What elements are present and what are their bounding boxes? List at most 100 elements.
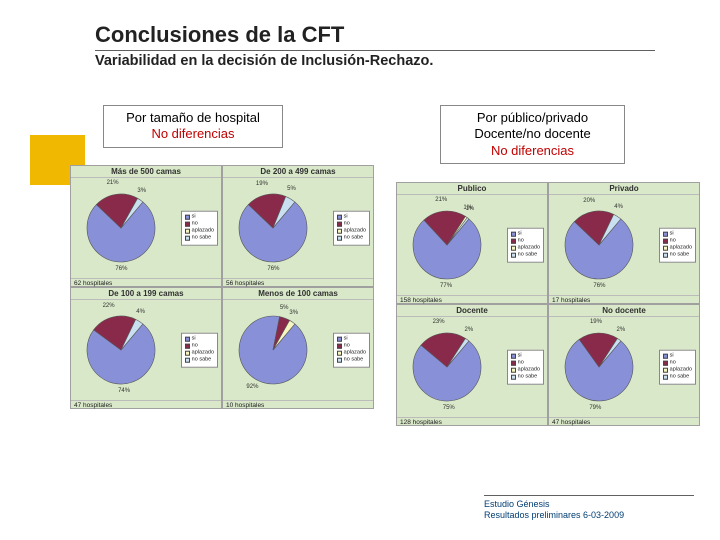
legend-row: no [663,360,692,367]
legend-swatch [663,361,668,366]
callout-left: Por tamaño de hospital No diferencias [103,105,283,148]
slice-label: 92% [246,384,258,390]
legend-swatch [185,344,190,349]
legend-label: aplazado [670,367,692,374]
legend: sinoaplazadono sabe [507,350,544,385]
legend-label: no sabe [670,374,690,381]
legend-row: si [511,353,540,360]
callout-right-nodif: No diferencias [449,143,616,159]
slice-label: 76% [267,266,279,272]
legend: sinoaplazadono sabe [181,333,218,368]
legend-label: no [670,238,676,245]
pie-panel: Más de 500 camas76%21%3%sinoaplazadono s… [70,165,222,287]
panel-title: Menos de 100 camas [223,288,373,300]
legend-swatch [663,239,668,244]
legend-row: no sabe [185,357,214,364]
legend-swatch [185,215,190,220]
slice-label: 22% [103,303,115,309]
legend-label: si [344,214,348,221]
legend-swatch [337,337,342,342]
callout-left-line1: Por tamaño de hospital [112,110,274,126]
slice-label: 75% [443,405,455,411]
legend-label: si [192,336,196,343]
legend-row: no sabe [663,374,692,381]
legend-swatch [185,222,190,227]
legend-label: no sabe [192,357,212,364]
legend-swatch [337,351,342,356]
callout-left-nodif: No diferencias [112,126,274,142]
panel-title: No docente [549,305,699,317]
legend-row: no sabe [185,235,214,242]
legend-swatch [337,222,342,227]
legend-label: si [518,353,522,360]
legend: sinoaplazadono sabe [181,211,218,246]
legend-label: si [518,231,522,238]
slice-label: 4% [614,204,623,210]
legend: sinoaplazadono sabe [333,211,370,246]
legend-row: no sabe [511,252,540,259]
legend-label: no [670,360,676,367]
legend-swatch [337,358,342,363]
slice-label: 74% [118,388,130,394]
legend-swatch [185,229,190,234]
slice-label: 1% [466,206,475,212]
legend-row: aplazado [337,228,366,235]
callout-right: Por público/privado Docente/no docente N… [440,105,625,164]
slice-label: 21% [435,197,447,203]
slice-label: 79% [589,405,601,411]
pie-area: 79%19%2%sinoaplazadono sabe [549,317,699,417]
legend-swatch [663,375,668,380]
slice-label: 23% [433,319,445,325]
legend-row: si [185,214,214,221]
panel-footer: 47 hospitales [549,417,699,427]
pie-panel: Menos de 100 camas92%5%3%sinoaplazadono … [222,287,374,409]
pie-panel: Privado76%20%4%sinoaplazadono sabe17 hos… [548,182,700,304]
panel-footer: 128 hospitales [397,417,547,427]
legend-label: aplazado [344,228,366,235]
legend-label: aplazado [192,228,214,235]
pie-area: 74% 22% 4% sinoaplazadono sabe [71,300,221,400]
legend-swatch [511,253,516,258]
legend-row: no [511,238,540,245]
legend-swatch [511,246,516,251]
legend-row: no [185,221,214,228]
slice-label: 19% [590,319,602,325]
footer-note: Estudio Génesis Resultados preliminares … [484,495,694,522]
slice-label: 4% [136,309,145,315]
legend: sinoaplazadono sabe [659,350,696,385]
pie-area: 76%20%4%sinoaplazadono sabe [549,195,699,295]
legend-swatch [185,358,190,363]
legend-row: si [511,231,540,238]
pie-panel: Docente75%23%2%sinoaplazadono sabe128 ho… [396,304,548,426]
legend-swatch [337,229,342,234]
legend-label: no sabe [344,235,364,242]
legend: sinoaplazadono sabe [333,333,370,368]
panel-footer: 47 hospitales [71,400,221,410]
legend-row: si [663,231,692,238]
legend-swatch [663,368,668,373]
legend-swatch [663,246,668,251]
legend-swatch [511,239,516,244]
legend-label: si [192,214,196,221]
legend-label: no [192,221,198,228]
pie-area: 75% 23% 2% sinoaplazadono sabe [397,317,547,417]
legend-swatch [511,368,516,373]
legend-swatch [337,215,342,220]
legend-swatch [337,344,342,349]
legend-label: no [344,343,350,350]
pie-area: 76%19%5%sinoaplazadono sabe [223,178,373,278]
legend-row: aplazado [663,245,692,252]
slice-label: 76% [593,283,605,289]
legend-label: no [344,221,350,228]
slice-label: 20% [583,198,595,204]
legend-label: aplazado [344,350,366,357]
legend-label: si [670,353,674,360]
legend-row: no sabe [511,374,540,381]
legend-row: aplazado [511,245,540,252]
legend-row: no [337,343,366,350]
slice-label: 2% [465,327,474,333]
legend: sinoaplazadono sabe [507,228,544,263]
pie-area: 77%21%1%1%sinoaplazadono sabe [397,195,547,295]
pie-panel: Publico77%21%1%1%sinoaplazadono sabe158 … [396,182,548,304]
legend-swatch [663,232,668,237]
